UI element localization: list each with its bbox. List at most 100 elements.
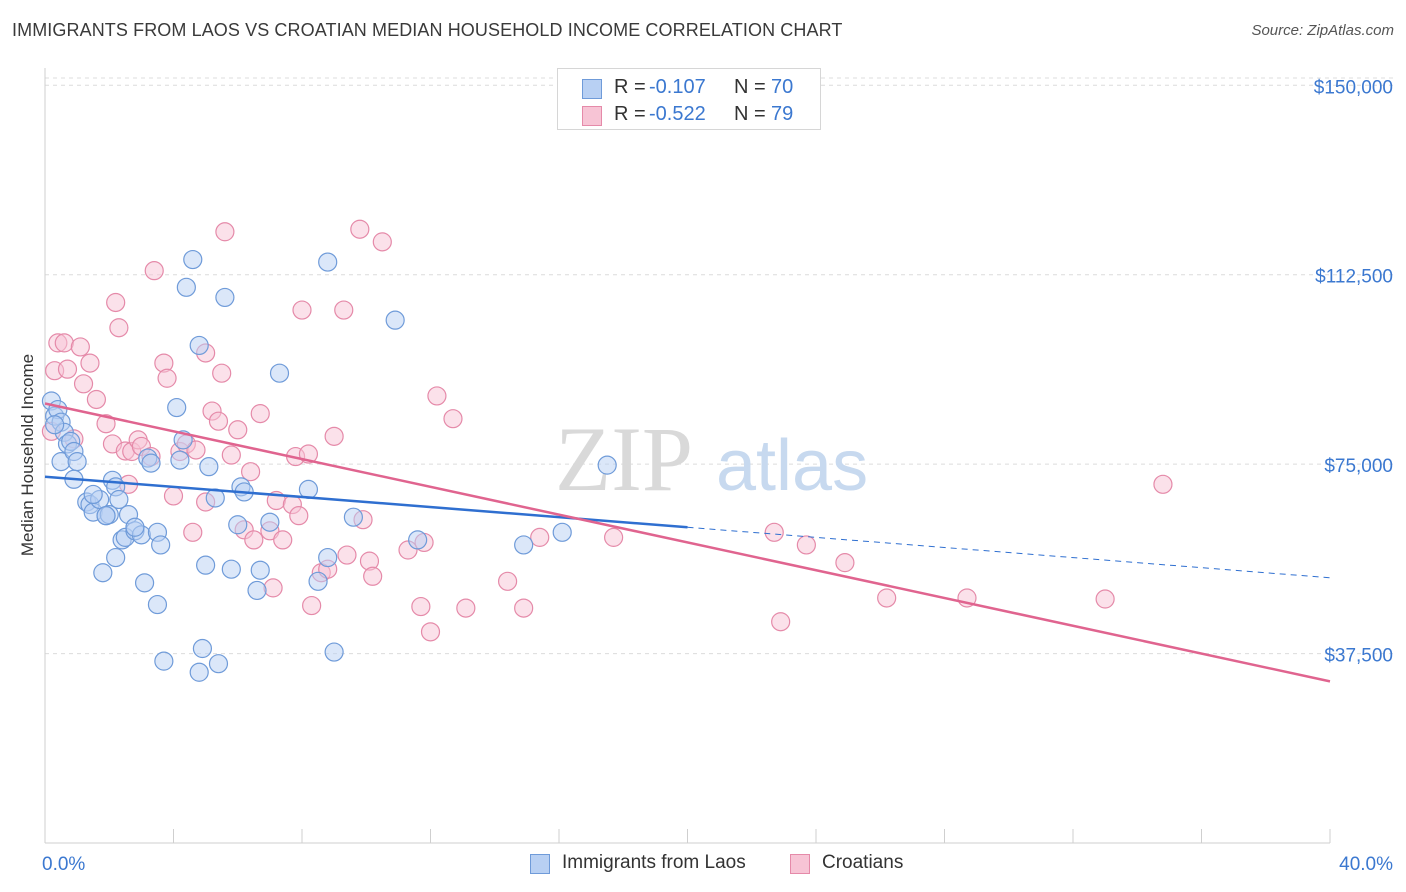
croatians-point	[764, 522, 784, 542]
x-tick-label: 40.0%	[1339, 854, 1393, 875]
laos-point	[93, 563, 113, 583]
croatians-point	[514, 598, 534, 618]
laos-point	[192, 638, 213, 659]
laos-trend-extension	[687, 526, 1331, 579]
laos-point	[176, 277, 196, 297]
laos-point	[196, 555, 216, 575]
y-tick-label: $150,000	[1314, 77, 1393, 98]
laos-point	[247, 580, 267, 601]
x-tick-labels: 0.0% 40.0%	[42, 854, 1393, 875]
laos-point	[189, 662, 209, 682]
croatians-point	[273, 530, 293, 550]
croatians-point	[292, 300, 312, 320]
laos-point	[183, 249, 203, 270]
croatians-point	[244, 530, 264, 550]
croatians-point	[498, 571, 518, 591]
y-axis-label: Median Household Income	[18, 354, 37, 556]
source-label: Source: ZipAtlas.com	[1251, 22, 1394, 39]
croatians-point	[796, 535, 816, 555]
laos-point	[221, 559, 241, 579]
croatians-point	[1153, 474, 1173, 494]
watermark: ZIP atlas	[555, 408, 868, 510]
croatians-point	[835, 553, 855, 573]
laos-point	[514, 535, 534, 555]
y-tick-label: $37,500	[1324, 646, 1393, 667]
laos-point	[147, 594, 168, 615]
y-tick-labels: $150,000 $112,500 $75,000 $37,500	[1314, 77, 1393, 666]
bottom-legend-laos-label: Immigrants from Laos	[562, 852, 746, 873]
legend-n-label: N =	[734, 76, 766, 98]
laos-point	[343, 507, 363, 527]
laos-point	[552, 522, 572, 542]
laos-point	[134, 573, 155, 593]
croatians-point	[208, 411, 229, 431]
laos-point	[106, 547, 126, 568]
croatians-point	[263, 578, 283, 598]
legend-r-label: R =	[614, 103, 646, 125]
chart-title: IMMIGRANTS FROM LAOS VS CROATIAN MEDIAN …	[12, 20, 843, 40]
laos-point	[269, 363, 290, 383]
laos-point	[67, 452, 87, 472]
watermark-zip: ZIP	[555, 408, 693, 510]
laos-point	[250, 560, 270, 580]
croatians-point	[109, 318, 129, 338]
croatians-point	[877, 588, 897, 608]
croatians-point	[289, 506, 309, 526]
croatians-point	[228, 420, 248, 440]
laos-point	[189, 335, 209, 356]
laos-point	[83, 484, 103, 505]
croatians-point	[212, 363, 232, 383]
croatians-point	[372, 232, 392, 252]
laos-point	[125, 517, 145, 537]
croatians-point	[96, 414, 116, 434]
croatians-point	[183, 522, 203, 542]
croatians-point	[324, 426, 344, 446]
laos-point	[167, 397, 187, 418]
laos-point	[318, 252, 338, 272]
legend-n-value: 70	[771, 76, 794, 98]
legend-row-croatians: R = -0.522 N = 79	[558, 100, 820, 128]
trend-lines	[44, 402, 1331, 683]
croatians-point	[106, 292, 126, 313]
laos-point	[385, 310, 405, 330]
croatians-point	[86, 389, 107, 410]
legend-swatch-laos	[582, 79, 602, 99]
laos-point	[228, 515, 248, 535]
laos-points	[41, 249, 617, 682]
croatians-point	[443, 409, 463, 429]
croatians-point	[186, 440, 206, 460]
croatians-point	[604, 527, 624, 547]
croatians-point	[241, 462, 261, 482]
laos-point	[199, 457, 219, 477]
axes	[44, 68, 1331, 844]
laos-point	[408, 530, 428, 550]
croatians-point	[302, 595, 322, 616]
legend-swatch-croatians	[582, 106, 602, 126]
croatians-point	[157, 368, 177, 388]
laos-point	[215, 287, 235, 308]
croatians-point	[337, 545, 357, 565]
bottom-legend-croatians-label: Croatians	[822, 852, 904, 873]
legend-n-value: 79	[771, 103, 794, 125]
laos-point	[170, 450, 190, 470]
y-tick-label: $112,500	[1315, 267, 1393, 288]
croatians-point	[456, 598, 476, 618]
laos-point	[96, 506, 116, 526]
croatians-point	[221, 445, 241, 465]
laos-point	[318, 547, 338, 568]
croatians-trend-line	[44, 402, 1331, 683]
legend-r-value: -0.107	[649, 76, 706, 98]
croatians-point	[771, 612, 791, 632]
croatians-point	[427, 386, 447, 406]
bottom-swatch-croatians	[790, 854, 810, 874]
croatians-point	[70, 337, 90, 357]
croatians-point	[530, 527, 550, 547]
x-tick-label: 0.0%	[42, 854, 85, 875]
croatians-point	[163, 486, 184, 506]
bottom-swatch-laos	[530, 854, 550, 874]
laos-point	[109, 489, 129, 510]
legend-row-laos: R = -0.107 N = 70	[558, 73, 820, 101]
croatians-point	[250, 404, 270, 424]
laos-point	[324, 642, 344, 662]
